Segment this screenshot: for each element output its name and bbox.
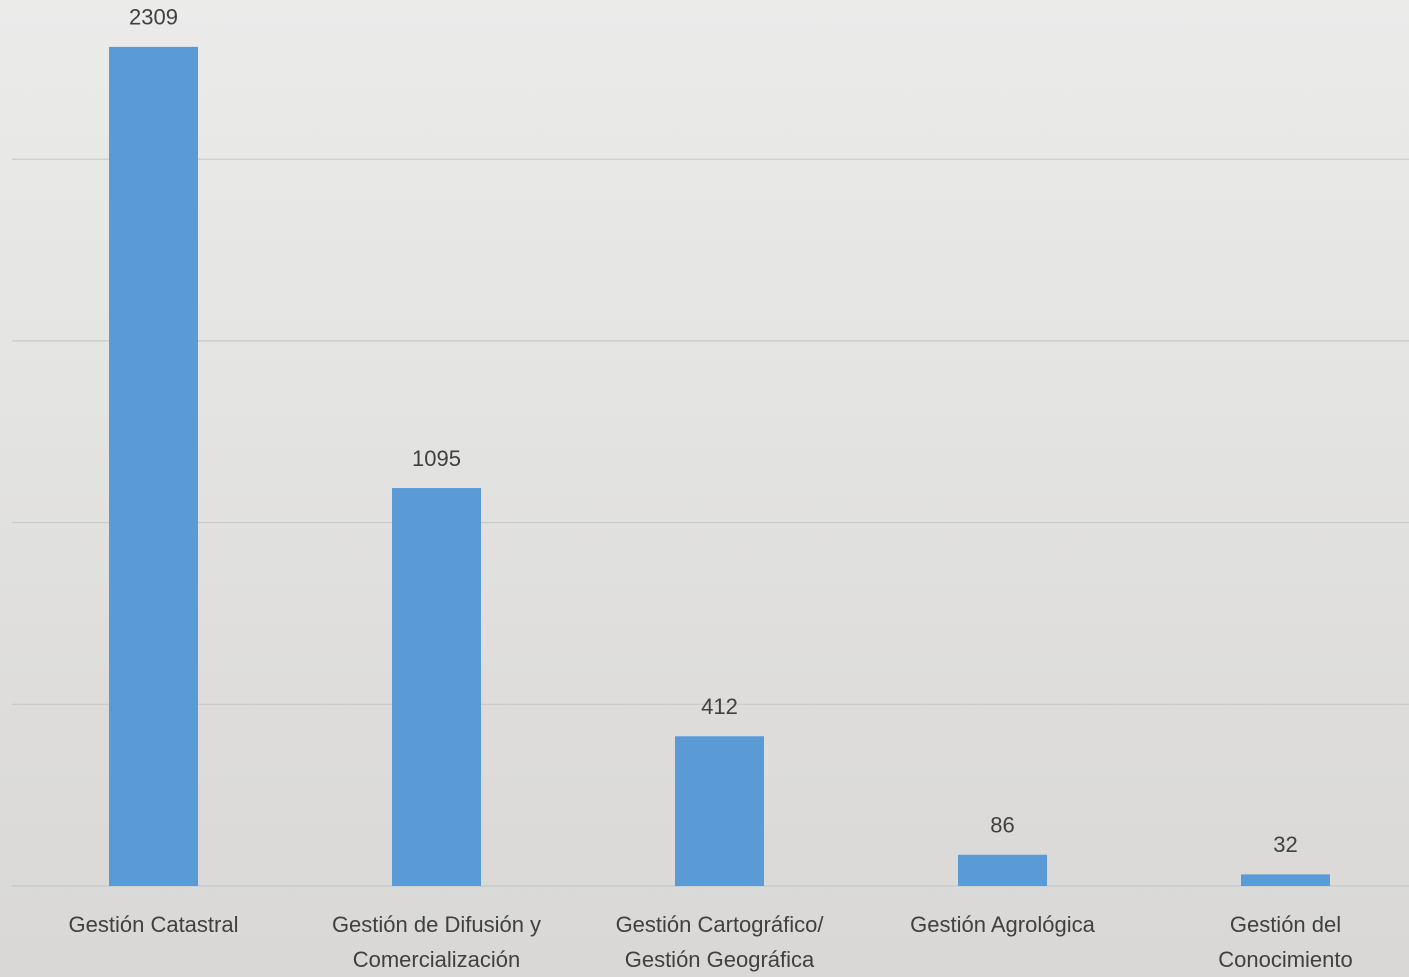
x-tick-label: Gestión del Conocimiento — [1144, 907, 1409, 977]
page: 230910954128632 (() => { const data = JS… — [0, 0, 1409, 977]
chart: 2309 1095 412 86 32 — [0, 0, 1409, 977]
x-tick-label: Gestión Cartográfico/ Gestión Geográfica — [578, 907, 861, 977]
bar — [392, 488, 481, 886]
x-tick-label: Gestión Catastral — [12, 907, 295, 942]
bar — [109, 47, 198, 886]
x-tick-label: Gestión Agrológica — [861, 907, 1144, 942]
bar — [958, 855, 1047, 886]
value-label: 412 — [701, 694, 738, 719]
value-label: 32 — [1273, 832, 1297, 857]
x-tick-label: Gestión de Difusión y Comercialización — [295, 907, 578, 977]
value-label: 86 — [990, 813, 1014, 838]
value-label: 2309 — [129, 5, 178, 30]
value-label: 1095 — [412, 446, 461, 471]
bar — [1241, 874, 1330, 886]
bar — [675, 736, 764, 886]
